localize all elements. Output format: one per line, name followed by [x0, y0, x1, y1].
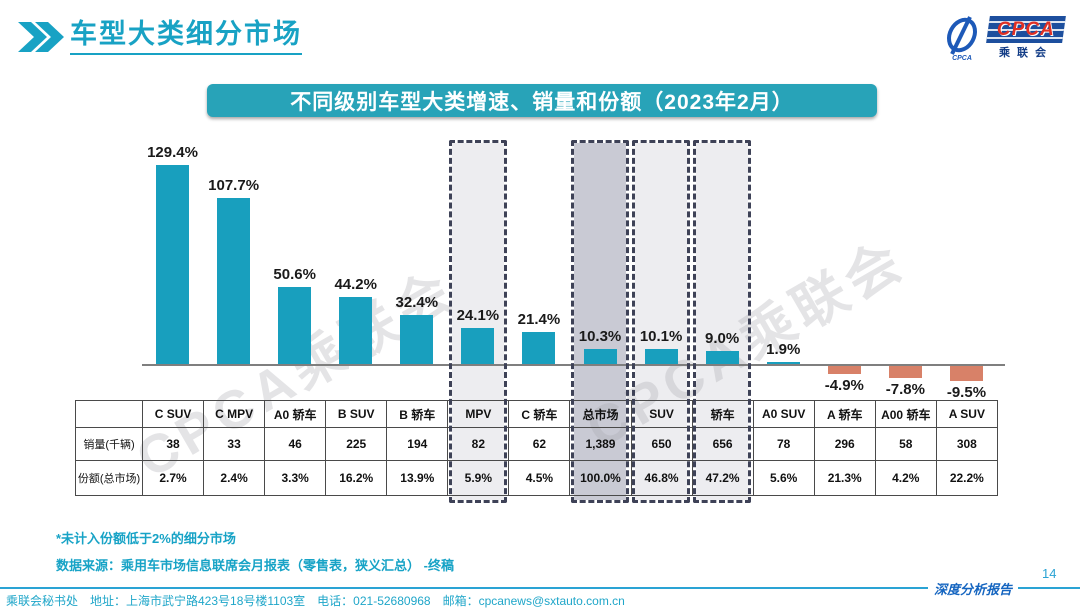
- bar-value-label: 21.4%: [517, 310, 561, 328]
- bar-MPV: [461, 327, 495, 365]
- table-value-cell: 62: [508, 427, 571, 461]
- table-value-cell: 5.6%: [752, 460, 815, 496]
- table-value-cell: 13.9%: [386, 460, 449, 496]
- table-value-cell: 22.2%: [935, 460, 998, 496]
- bar-轿车: [705, 351, 739, 365]
- table-value-cell: 58: [874, 427, 937, 461]
- table-corner-cell: [75, 400, 143, 428]
- table-value-cell: 47.2%: [691, 460, 754, 496]
- data-table: C SUV C MPV A0 轿车 B SUV B 轿车 MPV C 轿车 总市场 SUV 轿车 A…: [75, 400, 998, 496]
- table-value-cell: 2.7%: [141, 460, 205, 496]
- table-value-cell: 46.8%: [630, 460, 693, 496]
- bar-C SUV: [156, 164, 190, 365]
- bar-value-label: 50.6%: [273, 265, 316, 283]
- bar-A0 轿车: [278, 286, 312, 365]
- bar-C MPV: [217, 198, 251, 365]
- bar-B SUV: [339, 296, 373, 365]
- bar-value-label: 1.9%: [766, 341, 801, 359]
- bar-B 轿车: [400, 314, 434, 365]
- table-value-cell: 38: [141, 427, 205, 461]
- bar-value-label: -9.5%: [946, 383, 987, 401]
- bar-SUV: [644, 349, 678, 365]
- bar-value-label: -7.8%: [885, 381, 925, 399]
- bar-value-label: -4.9%: [824, 376, 864, 394]
- table-value-cell: 296: [813, 427, 876, 461]
- table-value-cell: 5.9%: [447, 460, 510, 496]
- table-value-cell: 16.2%: [325, 460, 388, 496]
- cpca-logo-cn-text: 乘联会: [999, 47, 1053, 59]
- table-header-cell: MPV: [447, 400, 510, 428]
- x-axis-line: [142, 364, 1005, 366]
- cpca-emblem-subtext: CPCA: [952, 55, 972, 62]
- bar-value-label: 107.7%: [208, 177, 260, 195]
- bar-A0 SUV: [766, 362, 800, 365]
- bar-value-label: 129.4%: [147, 143, 198, 161]
- cpca-emblem-icon: CPCA: [939, 16, 985, 62]
- table-header-cell: A0 轿车: [264, 400, 327, 428]
- bar-value-label: 10.1%: [639, 328, 683, 346]
- table-value-cell: 650: [630, 427, 693, 461]
- table-value-cell: 4.2%: [874, 460, 937, 496]
- bar-A SUV: [949, 366, 983, 381]
- table-value-cell: 1,389: [569, 427, 632, 461]
- bar-value-label: 44.2%: [334, 275, 377, 293]
- table-value-cell: 225: [325, 427, 388, 461]
- table-value-cell: 2.4%: [203, 460, 266, 496]
- page-number: 14: [1042, 566, 1057, 581]
- bar-A 轿车: [827, 366, 861, 374]
- bar-C 轿车: [522, 331, 556, 365]
- table-header-cell: 轿车: [691, 400, 754, 428]
- table-header-cell: 总市场: [569, 400, 632, 428]
- table-value-cell: 3.3%: [264, 460, 327, 496]
- cpca-logo-box: CPCA: [986, 16, 1066, 43]
- table-value-cell: 78: [752, 427, 815, 461]
- table-row: 份额(总市场) 2.7% 2.4% 3.3% 16.2% 13.9% 5.9% 4.5% 100…: [75, 460, 998, 496]
- table-value-cell: 21.3%: [813, 460, 876, 496]
- report-series-label: 深度分析报告: [928, 579, 1019, 598]
- footnotes: *未计入份额低于2%的细分市场 数据来源：乘用车市场信息联席会月报表（零售表，狭…: [56, 528, 454, 582]
- table-header-cell: A0 SUV: [752, 400, 815, 428]
- table-value-cell: 308: [935, 427, 998, 461]
- bar-A00 轿车: [888, 366, 922, 379]
- footnote-data-source: 数据来源：乘用车市场信息联席会月报表（零售表，狭义汇总） -终稿: [56, 558, 454, 573]
- table-value-cell: 100.0%: [569, 460, 632, 496]
- page-header: 车型大类细分市场: [18, 19, 302, 55]
- table-header-cell: C SUV: [141, 400, 205, 428]
- page-title: 车型大类细分市场: [70, 19, 302, 55]
- table-header-cell: C MPV: [203, 400, 266, 428]
- table-header-cell: A 轿车: [813, 400, 876, 428]
- footer-contact: 乘联会秘书处 地址：上海市武宁路423号18号楼1103室 电话：021-526…: [6, 594, 625, 608]
- footnote-share-threshold: *未计入份额低于2%的细分市场: [56, 531, 236, 546]
- table-value-cell: 82: [447, 427, 510, 461]
- table-row: 销量(千辆) 38 33 46 225 194 82 62 1,389 650 656 78 296 58…: [75, 427, 998, 461]
- cpca-logo-text: CPCA: [997, 18, 1055, 40]
- table-value-cell: 194: [386, 427, 449, 461]
- double-chevron-icon: [18, 22, 64, 52]
- table-header-cell: B SUV: [325, 400, 388, 428]
- bar-value-label: 32.4%: [395, 293, 439, 311]
- table-header-cell: C 轿车: [508, 400, 571, 428]
- table-header-cell: B 轿车: [386, 400, 449, 428]
- table-header-cell: A00 轿车: [874, 400, 937, 428]
- footer-divider: [0, 587, 1080, 589]
- table-header-cell: A SUV: [935, 400, 998, 428]
- cpca-logo: CPCA CPCA 乘联会: [939, 16, 1066, 62]
- table-value-cell: 46: [264, 427, 327, 461]
- table-row-label: 销量(千辆): [75, 427, 143, 461]
- table-header-cell: SUV: [630, 400, 693, 428]
- bar-value-label: 10.3%: [578, 328, 622, 346]
- table-value-cell: 4.5%: [508, 460, 571, 496]
- bar-value-label: 24.1%: [456, 306, 500, 324]
- table-row-label: 份额(总市场): [75, 460, 143, 496]
- table-value-cell: 656: [691, 427, 754, 461]
- chart-title: 不同级别车型大类增速、销量和份额（2023年2月）: [207, 84, 877, 117]
- bar-总市场: [583, 349, 617, 365]
- bar-value-label: 9.0%: [705, 330, 740, 348]
- table-value-cell: 33: [203, 427, 266, 461]
